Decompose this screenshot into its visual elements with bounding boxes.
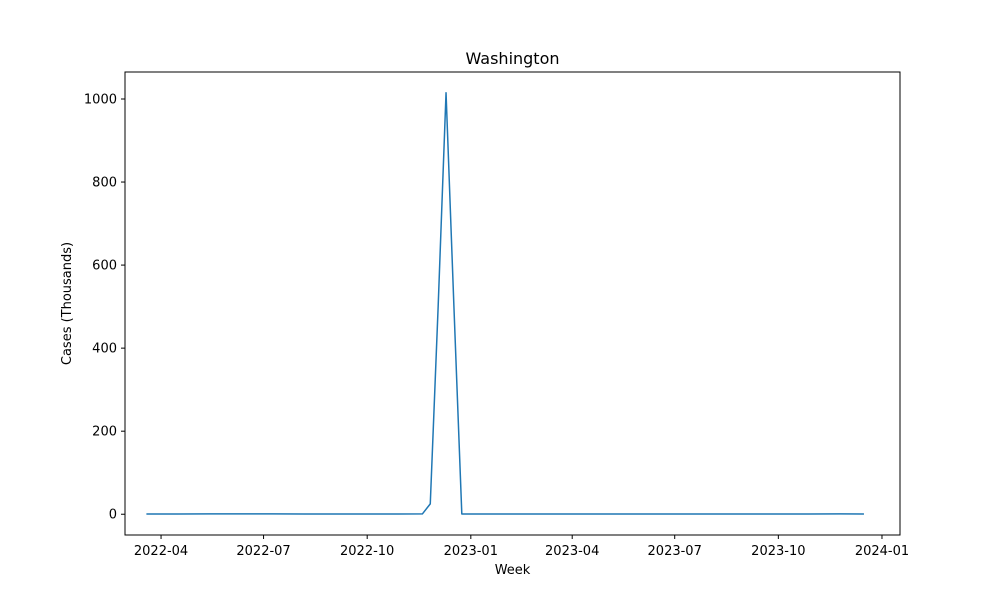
- chart-title: Washington: [465, 49, 559, 68]
- y-tick-label: 0: [109, 508, 117, 523]
- y-tick-label: 400: [92, 342, 117, 357]
- plot-frame: [124, 71, 901, 536]
- series-line: [146, 92, 864, 515]
- x-tick-label: 2024-01: [855, 544, 909, 559]
- y-axis: 0 200 400 600 800 1000: [84, 92, 125, 523]
- x-tick-label: 2022-04: [134, 544, 188, 559]
- x-axis: 2022-04 2022-07 2022-10 2023-01 2023-04 2023-…: [134, 535, 909, 559]
- y-axis-title: Cases (Thousands): [60, 242, 75, 365]
- x-tick-label: 2022-07: [236, 544, 290, 559]
- y-tick-label: 800: [92, 176, 117, 191]
- x-axis-title: Week: [495, 563, 531, 578]
- x-tick-label: 2023-01: [444, 544, 498, 559]
- x-tick-label: 2023-10: [751, 544, 805, 559]
- x-tick-label: 2023-04: [545, 544, 599, 559]
- y-tick-label: 600: [92, 259, 117, 274]
- x-tick-label: 2023-07: [648, 544, 702, 559]
- y-tick-label: 200: [92, 425, 117, 440]
- x-tick-label: 2022-10: [340, 544, 394, 559]
- y-tick-label: 1000: [84, 92, 117, 107]
